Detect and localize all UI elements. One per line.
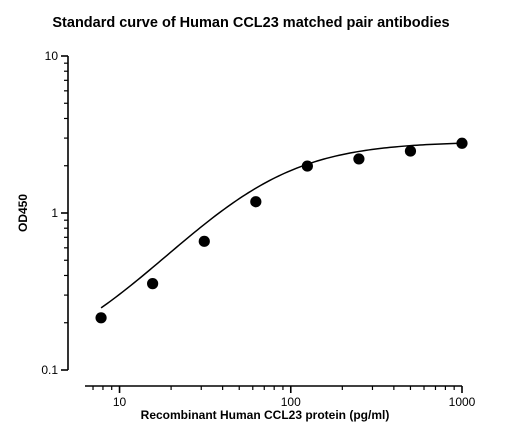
y-axis-label: OD450 xyxy=(16,194,30,232)
data-point xyxy=(456,137,468,149)
chart-title: Standard curve of Human CCL23 matched pa… xyxy=(52,15,449,31)
y-tick-label: 0.1 xyxy=(41,363,58,377)
fit-curve xyxy=(100,142,463,309)
data-point xyxy=(147,278,159,290)
x-tick-label: 100 xyxy=(281,395,301,409)
data-point xyxy=(353,153,365,165)
data-point xyxy=(404,145,417,157)
x-tick-label: 10 xyxy=(113,395,127,409)
data-points xyxy=(95,137,468,324)
x-axis-label: Recombinant Human CCL23 protein (pg/ml) xyxy=(141,408,390,422)
axes xyxy=(67,56,462,387)
data-point xyxy=(250,196,262,208)
data-point xyxy=(198,235,210,247)
ticks: 0.1 1 10 10 100 1000 xyxy=(41,49,475,409)
data-point xyxy=(95,312,107,324)
x-tick-label: 1000 xyxy=(449,395,476,409)
fit-curve-group xyxy=(100,142,463,309)
data-point xyxy=(301,160,313,172)
y-tick-label: 10 xyxy=(45,49,59,63)
y-tick-label: 1 xyxy=(51,206,58,220)
